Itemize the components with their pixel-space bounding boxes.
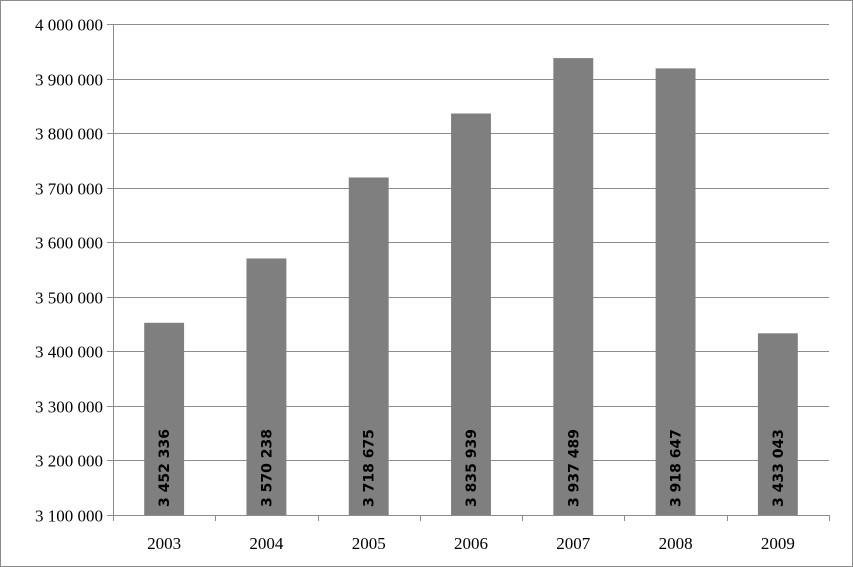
y-tick-label: 3 700 000	[35, 180, 103, 199]
x-tick-label: 2008	[659, 534, 693, 553]
data-label: 3 433 043	[771, 429, 787, 507]
x-tick-label: 2007	[556, 534, 591, 553]
y-tick-label: 4 000 000	[35, 16, 103, 35]
data-label: 3 918 647	[669, 429, 685, 507]
x-tick-label: 2004	[249, 534, 284, 553]
bar	[655, 68, 696, 516]
y-tick-label: 3 900 000	[35, 71, 103, 90]
y-tick-label: 3 800 000	[35, 125, 103, 144]
bar	[348, 177, 389, 515]
x-tick-label: 2006	[454, 534, 488, 553]
y-tick-label: 3 300 000	[35, 398, 103, 417]
bar	[553, 58, 594, 516]
bar	[451, 113, 491, 515]
data-label: 3 452 336	[157, 429, 173, 507]
y-tick-label: 3 100 000	[35, 507, 103, 526]
data-label: 3 835 939	[464, 429, 480, 507]
data-label: 3 937 489	[566, 429, 582, 507]
bar	[246, 258, 287, 515]
y-tick-label: 3 400 000	[35, 343, 103, 362]
x-tick-label: 2003	[147, 534, 181, 553]
bar	[757, 333, 798, 515]
bar	[144, 322, 185, 515]
y-tick-label: 3 500 000	[35, 289, 103, 308]
x-tick-label: 2005	[352, 534, 386, 553]
data-label: 3 570 238	[259, 429, 275, 507]
y-tick-label: 3 200 000	[35, 452, 103, 471]
x-tick-label: 2009	[761, 534, 795, 553]
y-tick-label: 3 600 000	[35, 234, 103, 253]
data-label: 3 718 675	[362, 429, 378, 507]
